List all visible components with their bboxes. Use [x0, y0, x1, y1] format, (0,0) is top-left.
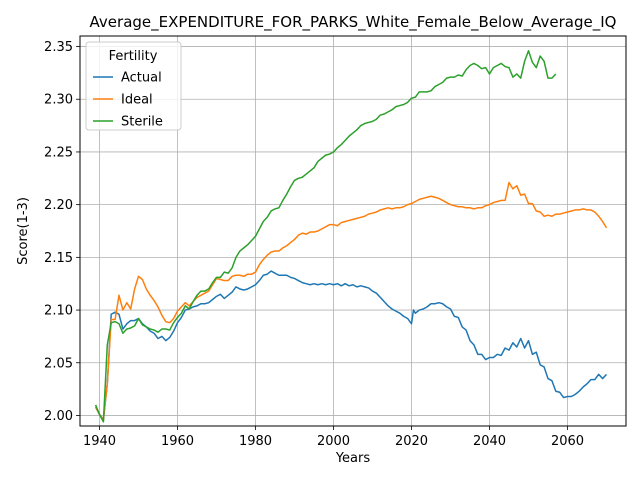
grid-lines: [80, 36, 626, 426]
y-axis-label: Score(1-3): [16, 197, 31, 265]
series-line-sterile: [94, 50, 557, 423]
x-tick-label: 2040: [473, 434, 506, 449]
y-tick-label: 2.05: [44, 356, 73, 371]
series-lines: [94, 50, 608, 423]
x-axis-label: Years: [335, 451, 371, 466]
x-tick-label: 1960: [161, 434, 194, 449]
plot-frame: [79, 35, 627, 427]
chart-title: Average_EXPENDITURE_FOR_PARKS_White_Fema…: [90, 13, 617, 32]
y-tick-label: 2.35: [44, 40, 73, 55]
x-tick-label: 2060: [551, 434, 584, 449]
y-tick-label: 2.30: [44, 93, 73, 108]
legend-label-ideal: Ideal: [121, 93, 153, 108]
legend-label-actual: Actual: [121, 71, 162, 86]
y-tick-label: 2.25: [44, 145, 73, 160]
series-line-actual: [94, 270, 608, 421]
legend-label-sterile: Sterile: [121, 115, 163, 130]
y-tick-label: 2.20: [44, 198, 73, 213]
x-tick-label: 1980: [239, 434, 272, 449]
y-tick-label: 2.10: [44, 304, 73, 319]
x-tick-label: 2020: [395, 434, 428, 449]
y-tick-label: 2.15: [44, 251, 73, 266]
legend-items: Actual Ideal Sterile: [93, 71, 163, 130]
y-axis-ticks: 2.00 2.05 2.10 2.15 2.20 2.25 2.30 2.35: [44, 40, 80, 424]
y-tick-label: 2.00: [44, 409, 73, 424]
legend-box: [85, 41, 182, 131]
series-line-ideal: [94, 181, 608, 421]
legend: Fertility Actual Ideal Sterile: [85, 41, 182, 131]
x-tick-label: 1940: [83, 434, 116, 449]
x-tick-label: 2000: [317, 434, 350, 449]
x-axis-ticks: 1940 1960 1980 2000 2020 2040 2060: [83, 426, 584, 449]
legend-title: Fertility: [109, 49, 158, 64]
